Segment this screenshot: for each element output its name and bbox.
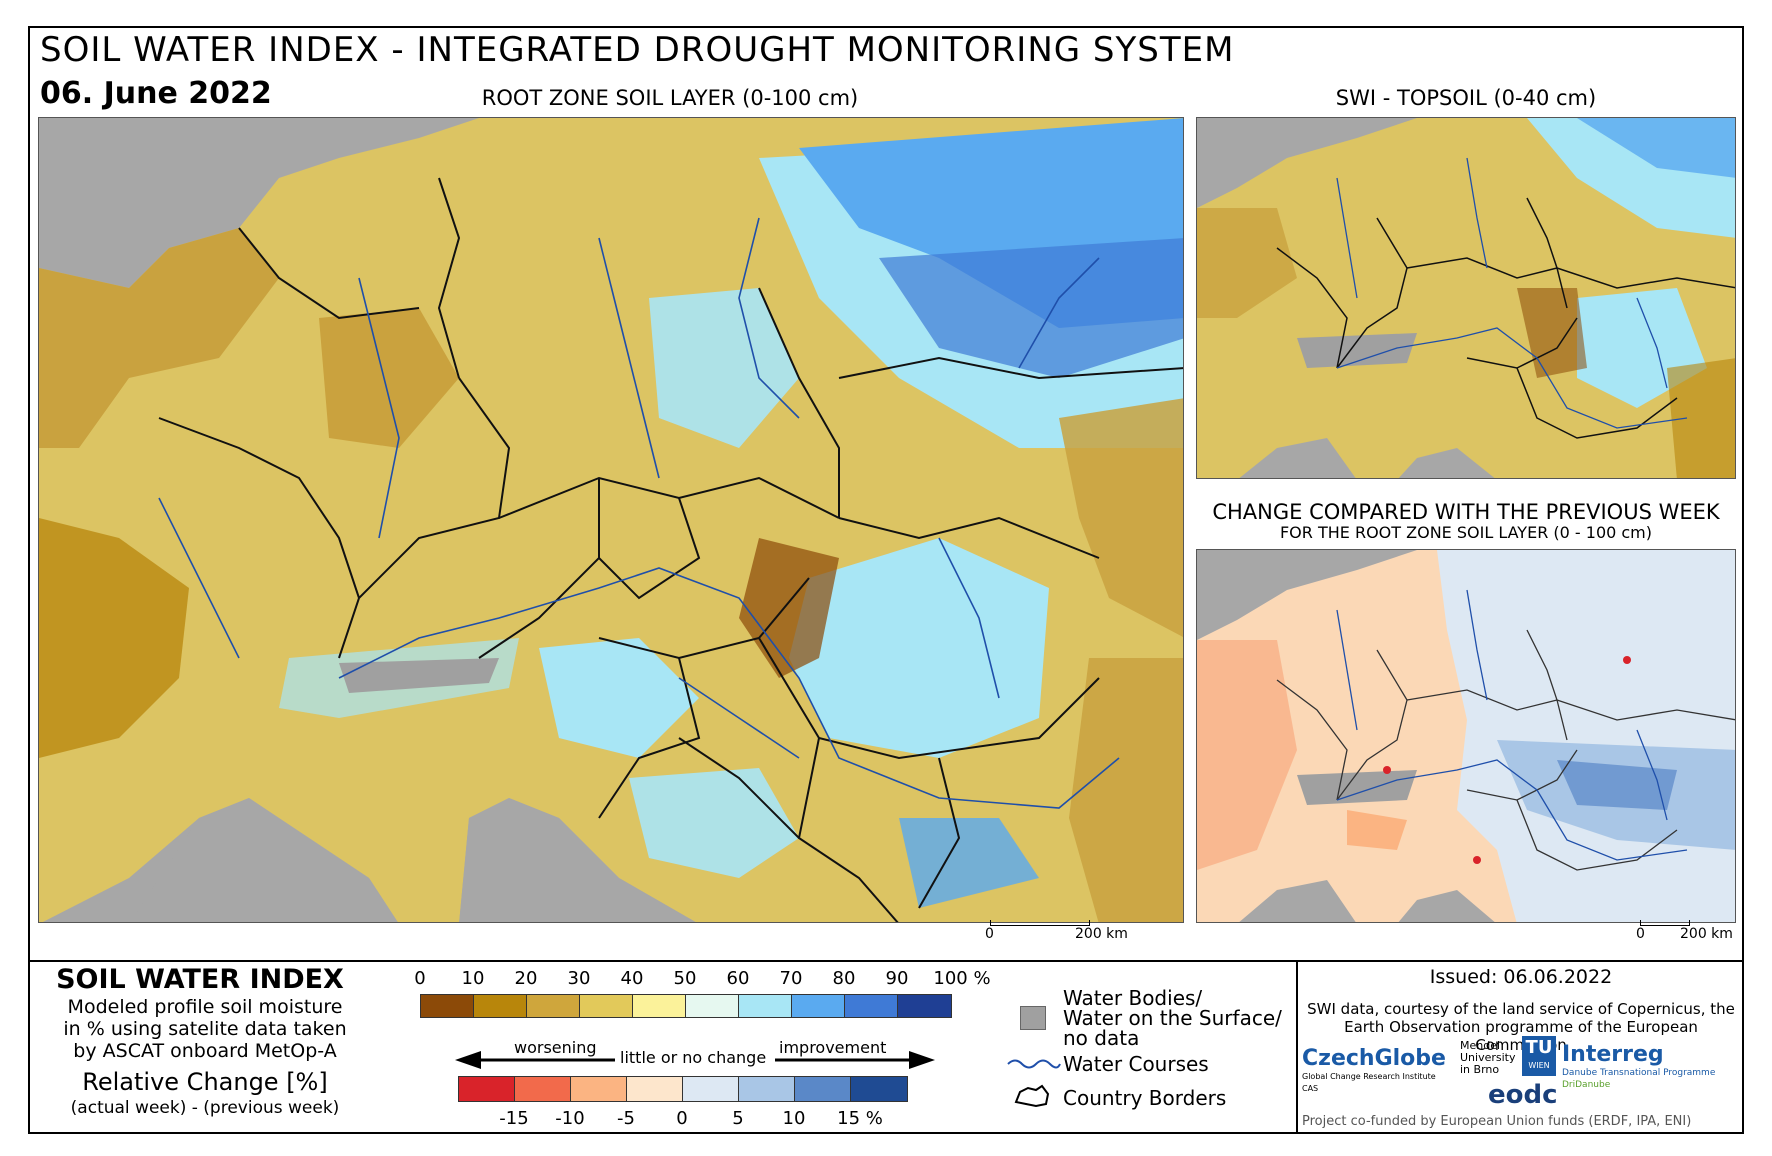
- change-map-subtitle: FOR THE ROOT ZONE SOIL LAYER (0 - 100 cm…: [1279, 523, 1653, 542]
- main-map-graphic: [39, 118, 1183, 922]
- swi-color-swatch: [474, 995, 527, 1017]
- swi-tick-label: 0: [414, 968, 426, 989]
- country-borders-icon: [1014, 1084, 1050, 1108]
- country-borders-label: Country Borders: [1063, 1086, 1227, 1110]
- relative-change-subtitle: (actual week) - (previous week): [70, 1098, 340, 1118]
- czechglobe-logo: CzechGlobe Global Change Research Instit…: [1302, 1046, 1452, 1095]
- relative-change-title: Relative Change [%]: [82, 1068, 328, 1096]
- legend-description-line: Modeled profile soil moisture: [67, 996, 343, 1018]
- swi-color-swatch: [845, 995, 898, 1017]
- data-source: SWI data, courtesy of the land service o…: [1298, 1000, 1744, 1054]
- change-map-title: CHANGE COMPARED WITH THE PREVIOUS WEEK: [1212, 500, 1720, 524]
- cofunded-note: Project co-funded by European Union fund…: [1302, 1114, 1692, 1129]
- swi-tick-label: 50: [673, 968, 697, 989]
- change-color-swatch: [627, 1077, 683, 1101]
- tu-wien-mark: TU: [1525, 1037, 1553, 1058]
- water-bodies-line: Water on the Surface/: [1063, 1006, 1282, 1030]
- water-bodies-label: Water Bodies/ Water on the Surface/ no d…: [1063, 988, 1282, 1048]
- main-scalebar: [990, 920, 1090, 926]
- change-scalebar: [1640, 920, 1690, 926]
- topsoil-map[interactable]: [1196, 117, 1736, 479]
- change-map-graphic: [1197, 550, 1735, 922]
- tu-wien-name: WIEN: [1528, 1061, 1550, 1070]
- water-courses-label: Water Courses: [1063, 1052, 1209, 1076]
- change-color-swatch: [459, 1077, 515, 1101]
- change-tick-label: -10: [555, 1108, 585, 1129]
- change-tick-label: -15: [499, 1108, 529, 1129]
- water-bodies-line: no data: [1063, 1026, 1140, 1050]
- interreg-name: Interreg: [1562, 1042, 1664, 1067]
- mendel-line: in Brno: [1460, 1063, 1500, 1076]
- map-date: 06. June 2022: [40, 76, 272, 111]
- swi-tick-label: 30: [567, 968, 591, 989]
- change-arrow: [455, 1051, 935, 1069]
- swi-color-swatch: [527, 995, 580, 1017]
- swi-color-swatch: [421, 995, 474, 1017]
- change-color-swatch: [739, 1077, 795, 1101]
- legend-description-line: by ASCAT onboard MetOp-A: [73, 1040, 337, 1062]
- change-tick-label: 15 %: [837, 1108, 883, 1129]
- interreg-programme: Danube Transnational Programme: [1562, 1068, 1716, 1078]
- czechglobe-name: CzechGlobe: [1302, 1046, 1446, 1071]
- swi-tick-label: 20: [514, 968, 538, 989]
- change-tick-labels: -15 -10 -5 0 5 10 15 %: [0, 1108, 1000, 1132]
- swi-color-swatch: [898, 995, 951, 1017]
- water-courses-icon: [1007, 1059, 1061, 1069]
- swi-tick-label: 70: [779, 968, 803, 989]
- legend-divider: [28, 960, 1744, 962]
- mendel-line: Mendel: [1460, 1039, 1501, 1052]
- water-bodies-swatch: [1020, 1006, 1046, 1030]
- swi-tick-label: 90: [885, 968, 909, 989]
- czechglobe-subtitle: Global Change Research Institute CAS: [1302, 1072, 1436, 1093]
- legend-description: Modeled profile soil moisture in % using…: [40, 996, 370, 1062]
- swi-tick-label: 40: [620, 968, 644, 989]
- change-color-swatch: [515, 1077, 571, 1101]
- swi-color-swatch: [739, 995, 792, 1017]
- credits-divider: [1296, 960, 1298, 1134]
- swi-tick-label: 60: [726, 968, 750, 989]
- change-scale-start: 0: [1636, 926, 1645, 942]
- change-map[interactable]: [1196, 549, 1736, 923]
- swi-tick-label: 10: [461, 968, 485, 989]
- main-map[interactable]: [38, 117, 1184, 923]
- legend-title: SOIL WATER INDEX: [56, 964, 344, 995]
- mendel-logo: Mendel University in Brno: [1460, 1040, 1520, 1076]
- topsoil-map-graphic: [1197, 118, 1735, 478]
- little-change-label: little or no change: [620, 1048, 767, 1067]
- change-tick-label: -5: [617, 1108, 635, 1129]
- change-tick-label: 5: [732, 1108, 744, 1129]
- change-color-swatch: [851, 1077, 907, 1101]
- change-color-swatch: [795, 1077, 851, 1101]
- legend-description-line: in % using satelite data taken: [63, 1018, 347, 1040]
- topsoil-map-title: SWI - TOPSOIL (0-40 cm): [1335, 86, 1597, 110]
- swi-color-swatch: [792, 995, 845, 1017]
- interreg-logo: Interreg Danube Transnational Programme …: [1562, 1042, 1738, 1091]
- change-tick-label: 0: [676, 1108, 688, 1129]
- mendel-line: University: [1460, 1051, 1516, 1064]
- swi-color-swatch: [580, 995, 633, 1017]
- main-scale-end: 200 km: [1075, 926, 1128, 942]
- swi-color-swatch: [686, 995, 739, 1017]
- main-map-title: ROOT ZONE SOIL LAYER (0-100 cm): [481, 86, 859, 110]
- main-scale-start: 0: [985, 926, 994, 942]
- data-source-line: SWI data, courtesy of the land service o…: [1307, 1000, 1735, 1018]
- interreg-project: DriDanube: [1562, 1080, 1611, 1090]
- swi-tick-labels: 0 10 20 30 40 50 60 70 80 90 100 %: [0, 968, 1000, 992]
- page-title: SOIL WATER INDEX - INTEGRATED DROUGHT MO…: [40, 30, 1235, 70]
- improvement-label: improvement: [779, 1038, 887, 1057]
- issued-date: Issued: 06.06.2022: [1429, 966, 1613, 988]
- worsening-label: worsening: [514, 1038, 597, 1057]
- tu-wien-logo: TU WIEN: [1522, 1036, 1556, 1076]
- change-scale-end: 200 km: [1680, 926, 1733, 942]
- swi-color-swatch: [633, 995, 686, 1017]
- swi-tick-label: 100 %: [933, 968, 991, 989]
- water-bodies-line: Water Bodies/: [1063, 986, 1203, 1010]
- swi-color-scale: [420, 994, 952, 1018]
- swi-tick-label: 80: [832, 968, 856, 989]
- eodc-logo: eodc: [1488, 1080, 1558, 1110]
- change-color-scale: [458, 1076, 908, 1102]
- change-color-swatch: [571, 1077, 627, 1101]
- change-tick-label: 10: [782, 1108, 806, 1129]
- change-color-swatch: [683, 1077, 739, 1101]
